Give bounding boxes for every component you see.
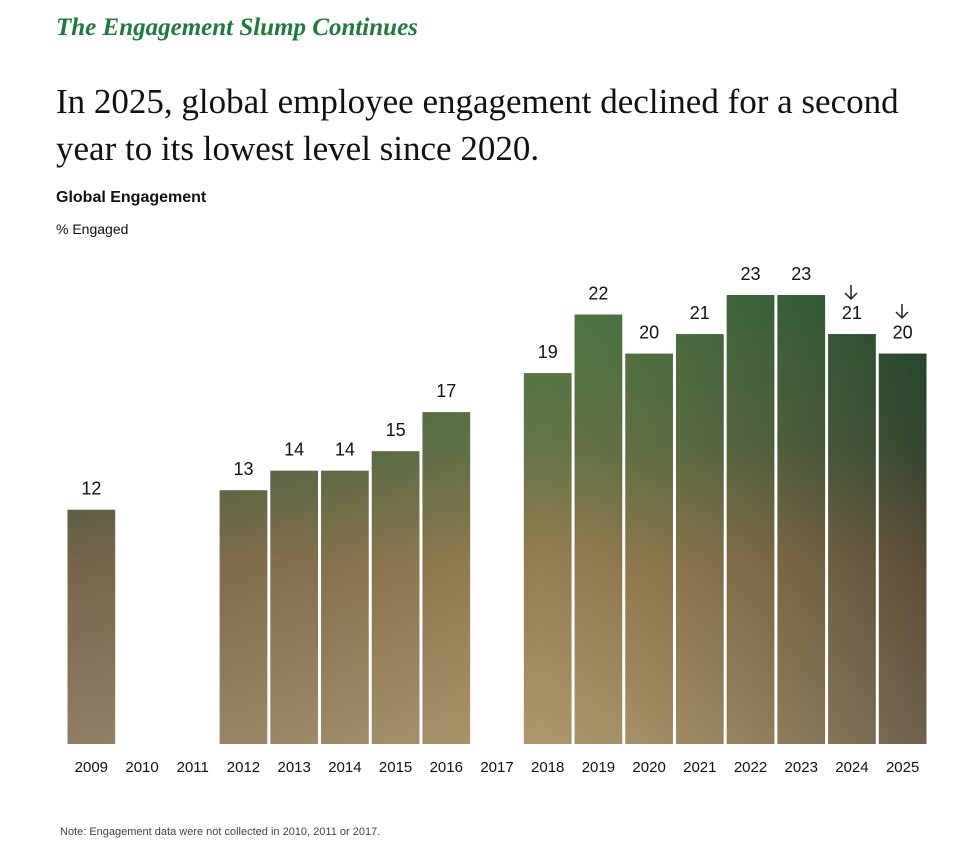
value-label: 14 [284,439,304,459]
bar-shade [675,334,724,744]
value-label: 21 [842,303,862,323]
value-label: 15 [386,420,406,440]
value-label: 14 [335,439,355,459]
down-arrow [895,304,909,320]
bar-shade [828,334,876,744]
x-tick-label: 2009 [75,759,108,776]
bar-shade [625,353,673,744]
bar-shade [371,451,420,744]
value-label: 20 [893,322,913,342]
value-label: 23 [791,264,811,284]
value-label: 13 [233,459,253,479]
x-tick-label: 2018 [531,759,564,776]
x-tick-label: 2019 [582,759,615,776]
bar-shade [219,490,268,744]
x-tick-label: 2015 [379,759,412,776]
x-tick-label: 2021 [683,759,716,776]
value-label: 12 [81,478,101,498]
x-tick-label: 2010 [125,759,158,776]
x-tick-label: 2017 [480,759,513,776]
bar-shade [574,314,623,744]
note: Note: Engagement data were not collected… [60,826,381,838]
bar-shade [523,373,572,744]
y-axis-label: % Engaged [56,221,129,237]
down-arrow [844,285,858,301]
value-label: 22 [588,283,608,303]
decline-arrows [844,285,909,320]
x-tick-label: 2025 [886,759,919,776]
bar-shade [270,470,319,744]
x-tick-label: 2023 [785,759,818,776]
value-label: 23 [741,264,761,284]
value-label: 21 [690,303,710,323]
bars [67,295,927,744]
x-tick-label: 2013 [277,759,310,776]
value-label: 19 [538,342,558,362]
chart-subtitle: Global Engagement [56,189,207,206]
value-label: 20 [639,322,659,342]
x-tick-label: 2011 [177,759,209,776]
kicker: The Engagement Slump Continues [56,14,418,41]
x-tick-label: 2020 [632,759,665,776]
x-tick-label: 2024 [835,759,868,776]
bar-shade [878,353,927,744]
headline: In 2025, global employee engagement decl… [56,82,899,168]
chart: 2009 12 2010 2011 2012 13 2013 14 2014 14 2015 15 20… [67,264,927,776]
x-tick-label: 2014 [328,759,361,776]
x-tick-label: 2012 [227,759,260,776]
bar-shade [67,509,116,744]
x-tick-label: 2016 [430,759,463,776]
x-tick-label: 2022 [734,759,767,776]
bar-shade [422,412,471,744]
bar-shade [726,295,775,744]
value-label: 17 [436,381,456,401]
bar-shade [777,295,826,744]
bar-shade [321,470,369,744]
